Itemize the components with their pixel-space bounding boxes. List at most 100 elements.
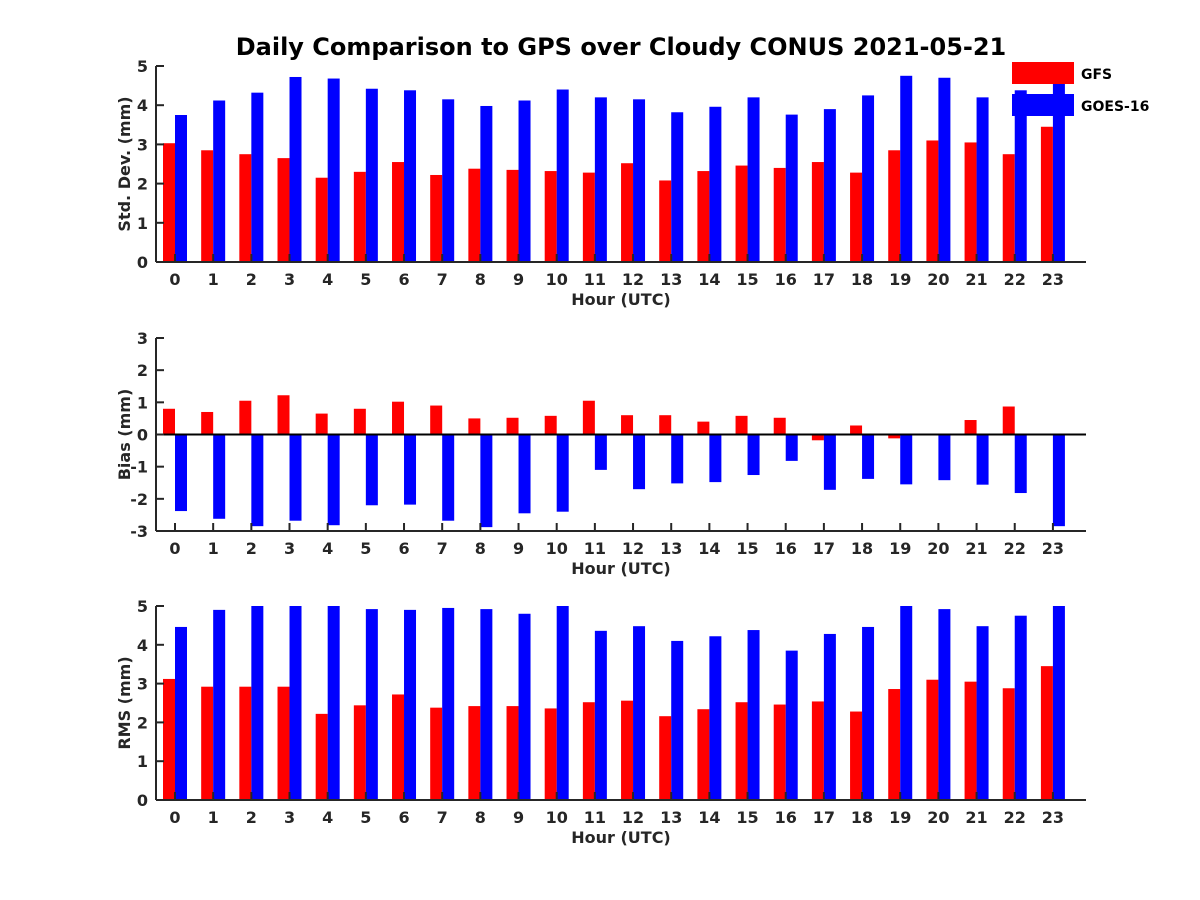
y-tick-label: 3 <box>137 675 148 694</box>
bar-gfs-22 <box>1002 406 1015 435</box>
bar-goes-16-18 <box>862 626 875 800</box>
x-tick-label: 0 <box>169 808 180 827</box>
bar-gfs-0 <box>163 143 175 262</box>
x-tick-label: 7 <box>437 270 448 289</box>
bar-goes-16-6 <box>404 609 417 800</box>
x-axis-label: Hour (UTC) <box>571 828 671 847</box>
bar-goes-16-6 <box>404 434 417 505</box>
bar-goes-16-3 <box>289 434 302 521</box>
bar-gfs-17 <box>811 162 824 262</box>
bar-gfs-5 <box>353 705 366 800</box>
bar-goes-16-6 <box>404 90 417 262</box>
bar-gfs-16 <box>773 167 786 262</box>
bar-goes-16-4 <box>327 78 340 262</box>
x-tick-label: 16 <box>775 539 797 558</box>
x-tick-label: 18 <box>851 808 873 827</box>
bar-goes-16-7 <box>442 99 455 262</box>
bar-goes-16-5 <box>365 609 378 800</box>
x-tick-label: 8 <box>475 539 486 558</box>
bar-gfs-2 <box>239 154 252 262</box>
bar-gfs-12 <box>621 700 634 800</box>
y-tick-label: 0 <box>137 253 148 272</box>
x-tick-label: 21 <box>965 808 987 827</box>
bar-gfs-7 <box>430 405 443 435</box>
bar-goes-16-4 <box>327 606 340 800</box>
x-tick-label: 20 <box>927 808 949 827</box>
y-tick-label: 1 <box>137 393 148 412</box>
x-tick-label: 5 <box>360 539 371 558</box>
bar-goes-16-13 <box>671 112 684 262</box>
bar-gfs-14 <box>697 171 710 262</box>
bar-gfs-22 <box>1002 688 1015 800</box>
bar-gfs-18 <box>850 172 863 262</box>
y-axis-label: Std. Dev. (mm) <box>115 96 134 231</box>
bar-goes-16-14 <box>709 106 722 263</box>
bar-gfs-10 <box>544 708 557 800</box>
bar-gfs-9 <box>506 417 519 435</box>
chart-title: Daily Comparison to GPS over Cloudy CONU… <box>236 33 1007 61</box>
x-tick-label: 8 <box>475 808 486 827</box>
bar-gfs-22 <box>1002 154 1015 262</box>
x-tick-label: 4 <box>322 808 333 827</box>
bar-goes-16-22 <box>1014 615 1027 800</box>
bar-gfs-23 <box>1040 666 1053 800</box>
x-tick-label: 18 <box>851 539 873 558</box>
x-tick-label: 20 <box>927 270 949 289</box>
bar-goes-16-11 <box>594 434 607 470</box>
bar-gfs-14 <box>697 421 710 435</box>
x-tick-label: 23 <box>1042 539 1064 558</box>
y-tick-label: 1 <box>137 752 148 771</box>
bar-gfs-12 <box>621 163 634 262</box>
bar-goes-16-12 <box>633 434 646 490</box>
x-tick-label: 22 <box>1004 270 1026 289</box>
x-tick-label: 6 <box>398 270 409 289</box>
x-tick-label: 23 <box>1042 270 1064 289</box>
x-tick-label: 22 <box>1004 539 1026 558</box>
x-tick-label: 12 <box>622 808 644 827</box>
x-tick-label: 6 <box>398 808 409 827</box>
bar-goes-16-10 <box>556 434 569 512</box>
bar-goes-16-21 <box>976 626 989 800</box>
bar-goes-16-9 <box>518 613 531 800</box>
bar-goes-16-23 <box>1052 606 1065 800</box>
y-tick-label: -3 <box>130 522 148 541</box>
x-tick-label: 1 <box>208 539 219 558</box>
bar-goes-16-0 <box>175 434 187 512</box>
bar-gfs-6 <box>392 401 405 435</box>
y-tick-label: 3 <box>137 329 148 348</box>
bar-gfs-6 <box>392 162 405 262</box>
bar-gfs-1 <box>201 411 214 435</box>
bar-goes-16-23 <box>1052 434 1065 527</box>
x-tick-label: 15 <box>736 539 758 558</box>
x-tick-label: 23 <box>1042 808 1064 827</box>
bar-goes-16-0 <box>175 626 187 800</box>
bar-goes-16-13 <box>671 640 684 800</box>
bar-goes-16-17 <box>823 633 836 800</box>
bar-goes-16-3 <box>289 76 302 262</box>
bar-gfs-3 <box>277 686 290 800</box>
x-tick-label: 12 <box>622 270 644 289</box>
x-tick-label: 9 <box>513 270 524 289</box>
bar-goes-16-0 <box>175 115 187 262</box>
bar-gfs-15 <box>735 702 748 800</box>
y-tick-label: 5 <box>137 597 148 616</box>
x-tick-label: 6 <box>398 539 409 558</box>
x-tick-label: 14 <box>698 270 720 289</box>
x-tick-label: 19 <box>889 270 911 289</box>
y-tick-label: 0 <box>137 426 148 445</box>
bar-gfs-8 <box>468 418 481 435</box>
bar-gfs-3 <box>277 158 290 262</box>
bar-goes-16-22 <box>1014 434 1027 494</box>
bar-goes-16-8 <box>480 434 493 528</box>
x-tick-label: 21 <box>965 539 987 558</box>
x-tick-label: 0 <box>169 539 180 558</box>
bar-goes-16-8 <box>480 609 493 800</box>
legend-swatch-goes-16 <box>1012 94 1074 116</box>
bar-gfs-17 <box>811 701 824 800</box>
bar-goes-16-17 <box>823 109 836 263</box>
bar-goes-16-5 <box>365 434 378 506</box>
